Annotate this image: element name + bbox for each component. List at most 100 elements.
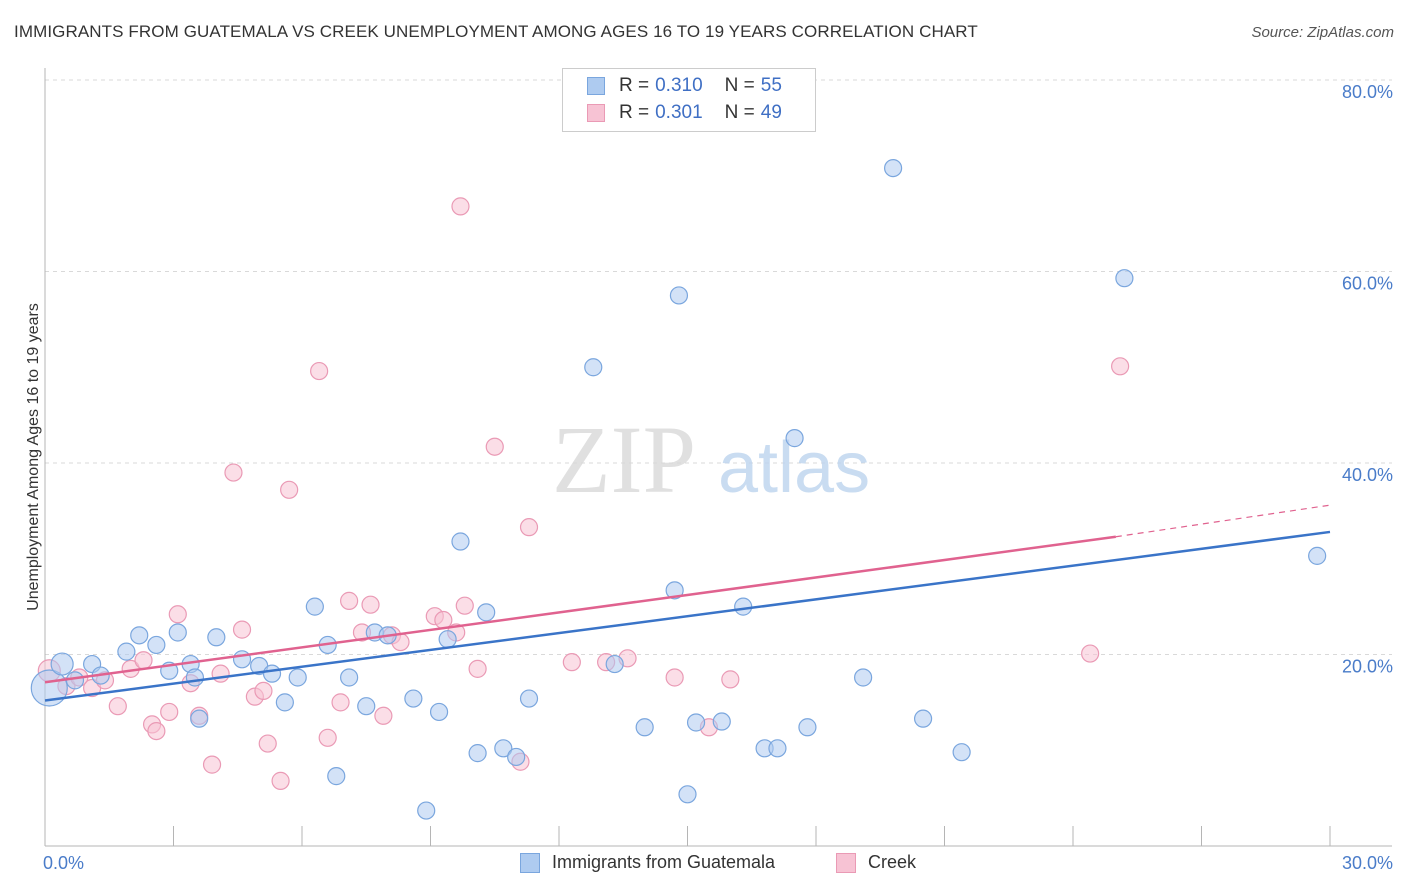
bottom-legend-creek: Creek	[836, 852, 916, 873]
creek-point	[202, 755, 222, 774]
creek-trendline-extension	[1115, 504, 1331, 538]
guatemala-point	[785, 429, 804, 448]
guatemala-point	[635, 718, 654, 737]
guatemala-trendline	[44, 530, 1331, 702]
legend-n-value: 55	[760, 75, 782, 96]
creek-point	[468, 659, 487, 678]
guatemala-point	[207, 628, 226, 647]
creek-point	[134, 651, 153, 670]
creek-point	[434, 610, 453, 630]
creek-point	[455, 596, 474, 615]
legend-n-label: N =	[724, 102, 755, 123]
guatemala-point	[686, 713, 706, 732]
creek-point	[519, 518, 539, 537]
legend-swatch-blue	[587, 77, 605, 95]
guatemala-point	[417, 801, 436, 820]
guatemala-point	[507, 747, 526, 767]
creek-point	[211, 664, 230, 683]
guatemala-point	[883, 158, 903, 178]
creek-point	[254, 681, 273, 700]
guatemala-point	[30, 669, 68, 707]
guatemala-point	[477, 603, 496, 622]
guatemala-point	[288, 668, 307, 687]
guatemala-point	[305, 597, 324, 616]
creek-point	[331, 693, 350, 712]
guatemala-point	[798, 718, 817, 737]
legend-r-label: R =	[619, 102, 650, 123]
bottom-legend-label-guatemala: Immigrants from Guatemala	[552, 852, 776, 872]
y-tick-label: 20.0%	[1342, 657, 1393, 677]
bottom-legend-swatch-blue	[520, 852, 540, 873]
guatemala-point	[327, 767, 346, 786]
guatemala-point	[262, 664, 282, 683]
guatemala-point	[854, 668, 873, 687]
guatemala-point	[438, 630, 457, 649]
guatemala-point	[147, 635, 166, 655]
creek-point	[721, 670, 740, 689]
creek-point	[361, 595, 380, 614]
y-axis-label: Unemployment Among Ages 16 to 19 years	[25, 303, 42, 611]
guatemala-point	[468, 744, 487, 763]
guatemala-point	[190, 709, 209, 728]
gridlines	[45, 79, 1392, 655]
legend-r-value: 0.301	[655, 102, 703, 123]
bottom-legend-guatemala: Immigrants from Guatemala	[520, 852, 775, 873]
creek-point	[280, 480, 299, 499]
guatemala-point	[451, 532, 470, 551]
creek-point	[665, 668, 684, 687]
creek-point	[160, 702, 179, 722]
guatemala-point	[357, 697, 376, 716]
source-credit: Source: ZipAtlas.com	[1251, 24, 1394, 41]
guatemala-point	[605, 654, 624, 674]
y-tick-label: 60.0%	[1342, 274, 1393, 294]
legend-row-creek: R = 0.301 N = 49	[587, 102, 782, 124]
guatemala-point	[429, 702, 449, 722]
guatemala-point	[1308, 546, 1327, 565]
guatemala-point	[913, 709, 933, 728]
y-tick-labels: 20.0% 40.0% 60.0% 80.0%	[1342, 82, 1393, 677]
guatemala-points	[30, 158, 1327, 820]
guatemala-point	[734, 597, 753, 616]
x-tick-label-max: 30.0%	[1342, 853, 1393, 873]
legend-n-value: 49	[760, 102, 782, 123]
creek-trendline	[44, 535, 1117, 684]
guatemala-point	[952, 743, 971, 762]
bottom-legend-label-creek: Creek	[868, 852, 917, 872]
creek-point	[168, 605, 187, 624]
creek-point	[1081, 644, 1100, 663]
chart-title: IMMIGRANTS FROM GUATEMALA VS CREEK UNEMP…	[14, 22, 978, 41]
creek-point	[485, 437, 504, 456]
x-tick-label-min: 0.0%	[43, 853, 84, 873]
bottom-legend: Immigrants from Guatemala Creek	[0, 852, 1406, 878]
guatemala-point	[678, 785, 697, 804]
guatemala-point	[584, 358, 603, 377]
guatemala-point	[712, 712, 731, 731]
guatemala-point	[117, 642, 136, 661]
creek-point	[340, 591, 359, 610]
guatemala-point	[275, 693, 294, 712]
guatemala-point	[519, 689, 539, 708]
legend-swatch-pink	[587, 104, 605, 122]
guatemala-point	[669, 286, 689, 305]
legend-r-value: 0.310	[655, 75, 703, 96]
legend: R = 0.310 N = 55 R = 0.301 N = 49	[562, 68, 816, 132]
creek-point	[224, 463, 243, 482]
guatemala-point	[168, 623, 187, 642]
guatemala-point	[404, 689, 423, 708]
watermark-zip: ZIP	[552, 406, 696, 513]
guatemala-point	[50, 652, 74, 676]
creek-point	[318, 728, 337, 747]
legend-r-label: R =	[619, 75, 650, 96]
trendlines	[44, 504, 1331, 702]
creek-point	[258, 734, 277, 753]
legend-row-guatemala: R = 0.310 N = 55	[587, 75, 782, 97]
y-tick-label: 80.0%	[1342, 82, 1393, 102]
guatemala-point	[340, 668, 359, 687]
x-tick-labels: 0.0% 30.0%	[43, 853, 1393, 873]
creek-point	[310, 361, 329, 381]
bottom-legend-swatch-pink	[836, 852, 856, 873]
creek-point	[271, 771, 290, 790]
axes	[44, 68, 1392, 847]
watermark: ZIP atlas	[552, 406, 870, 513]
